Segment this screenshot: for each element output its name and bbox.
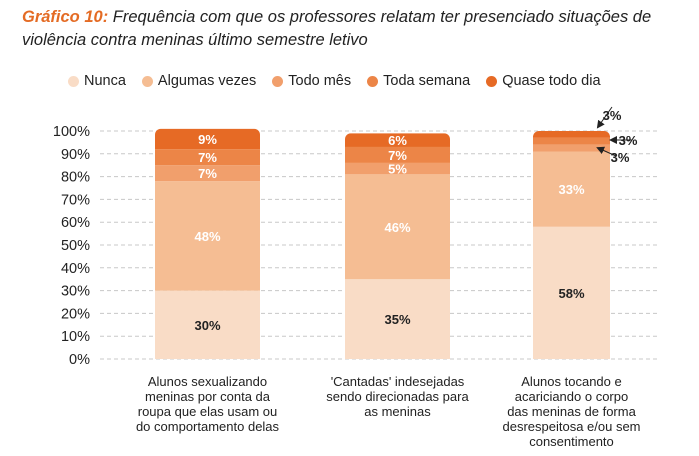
chart-title-lead: Gráfico 10:: [22, 8, 109, 26]
y-tick-label: 50%: [61, 238, 90, 254]
annotation-arrow: [596, 146, 617, 157]
x-category-label-line: desrespeitosa e/ou sem: [502, 419, 641, 434]
y-tick-label: 0%: [69, 352, 90, 368]
legend-swatch: [486, 75, 498, 87]
legend-swatch: [68, 75, 79, 87]
bar-segment: [155, 290, 260, 359]
x-category-label-line: consentimento: [529, 434, 614, 449]
data-label: 58%: [558, 286, 584, 301]
bar-segment: [533, 144, 610, 152]
data-label: 46%: [384, 220, 410, 235]
x-category-label-line: roupa que elas usam ou: [137, 404, 278, 419]
x-category-label-line: 'Cantadas' indesejadas: [330, 374, 465, 389]
legend-item: Todo mês: [272, 73, 351, 89]
y-tick-label: 10%: [61, 329, 90, 345]
legend-item: Quase todo dia: [486, 73, 601, 89]
y-tick-label: 90%: [61, 147, 90, 163]
y-tick-label: 20%: [61, 306, 90, 322]
annotation-arrow: [596, 106, 613, 129]
bar-segment: [533, 226, 610, 359]
y-tick-label: 40%: [61, 261, 90, 277]
legend-swatch: [141, 75, 153, 87]
bar-segment: [533, 137, 610, 145]
x-category-label: Alunos tocando e acariciando o corpo das m…: [487, 374, 657, 449]
x-category-label-line: meninas por conta da: [144, 389, 271, 404]
y-tick-label: 100%: [53, 124, 90, 140]
x-category-label: 'Cantadas' indesejadas sendo direcionadas…: [313, 374, 483, 419]
data-label: 7%: [388, 148, 407, 163]
data-label: 7%: [198, 150, 217, 165]
bar-segment: [345, 162, 450, 175]
bar-segment: [155, 181, 260, 291]
bar-stack: [345, 133, 450, 359]
data-label: 3%: [603, 108, 622, 123]
bar-segment: [155, 149, 260, 166]
bar-segment: [155, 128, 260, 150]
bar-segment: [533, 131, 610, 138]
y-tick-label: 30%: [61, 284, 90, 300]
legend-swatch: [367, 75, 379, 87]
data-label: 48%: [194, 229, 220, 244]
legend-swatch: [272, 75, 284, 87]
bar-segment: [345, 279, 450, 359]
x-category-label-line: das meninas de forma: [507, 404, 636, 419]
data-label: 35%: [384, 312, 410, 327]
data-label: 7%: [198, 166, 217, 181]
data-label: 9%: [198, 132, 217, 147]
x-category-label-line: Alunos tocando e: [521, 374, 622, 389]
legend-label: Nunca: [84, 73, 126, 89]
legend-label: Quase todo dia: [502, 73, 601, 89]
legend-item: Toda semana: [367, 73, 470, 89]
x-category-label-line: as meninas: [364, 404, 431, 419]
legend-label: Toda semana: [383, 73, 471, 89]
x-category-label-line: acariciando o corpo: [514, 389, 629, 404]
legend-item: Nunca: [68, 73, 126, 89]
legend: Nunca Algumas vezes Todo mês Toda semana Qua…: [68, 73, 617, 89]
data-label: 3%: [619, 133, 638, 148]
chart-title: Gráfico 10: Frequência com que os profes…: [22, 6, 692, 52]
data-label: 6%: [388, 133, 407, 148]
y-tick-label: 70%: [61, 192, 90, 208]
chart-title-text: Frequência com que os professores relata…: [22, 8, 652, 49]
x-category-label-line: sendo direcionadas para: [326, 389, 469, 404]
legend-label: Algumas vezes: [157, 73, 257, 89]
bar-segment: [345, 133, 450, 147]
y-tick-label: 80%: [61, 170, 90, 186]
bar-segment: [345, 174, 450, 280]
bar-segment: [533, 151, 610, 227]
x-category-label-line: do comportamento delas: [135, 419, 280, 434]
bar-segment: [155, 165, 260, 182]
legend-item: Algumas vezes: [141, 73, 257, 89]
data-label: 30%: [194, 318, 220, 333]
bar-stack: [155, 128, 260, 359]
legend-label: Todo mês: [288, 73, 352, 89]
x-category-label-line: Alunos sexualizando: [147, 374, 268, 389]
data-label: 33%: [558, 182, 584, 197]
bar-stack: [533, 131, 610, 359]
x-category-label: Alunos sexualizando meninas por conta da r…: [123, 374, 293, 434]
data-label: 5%: [388, 162, 407, 177]
y-tick-label: 60%: [61, 215, 90, 231]
data-label: 3%: [611, 150, 630, 165]
bar-segment: [345, 146, 450, 163]
